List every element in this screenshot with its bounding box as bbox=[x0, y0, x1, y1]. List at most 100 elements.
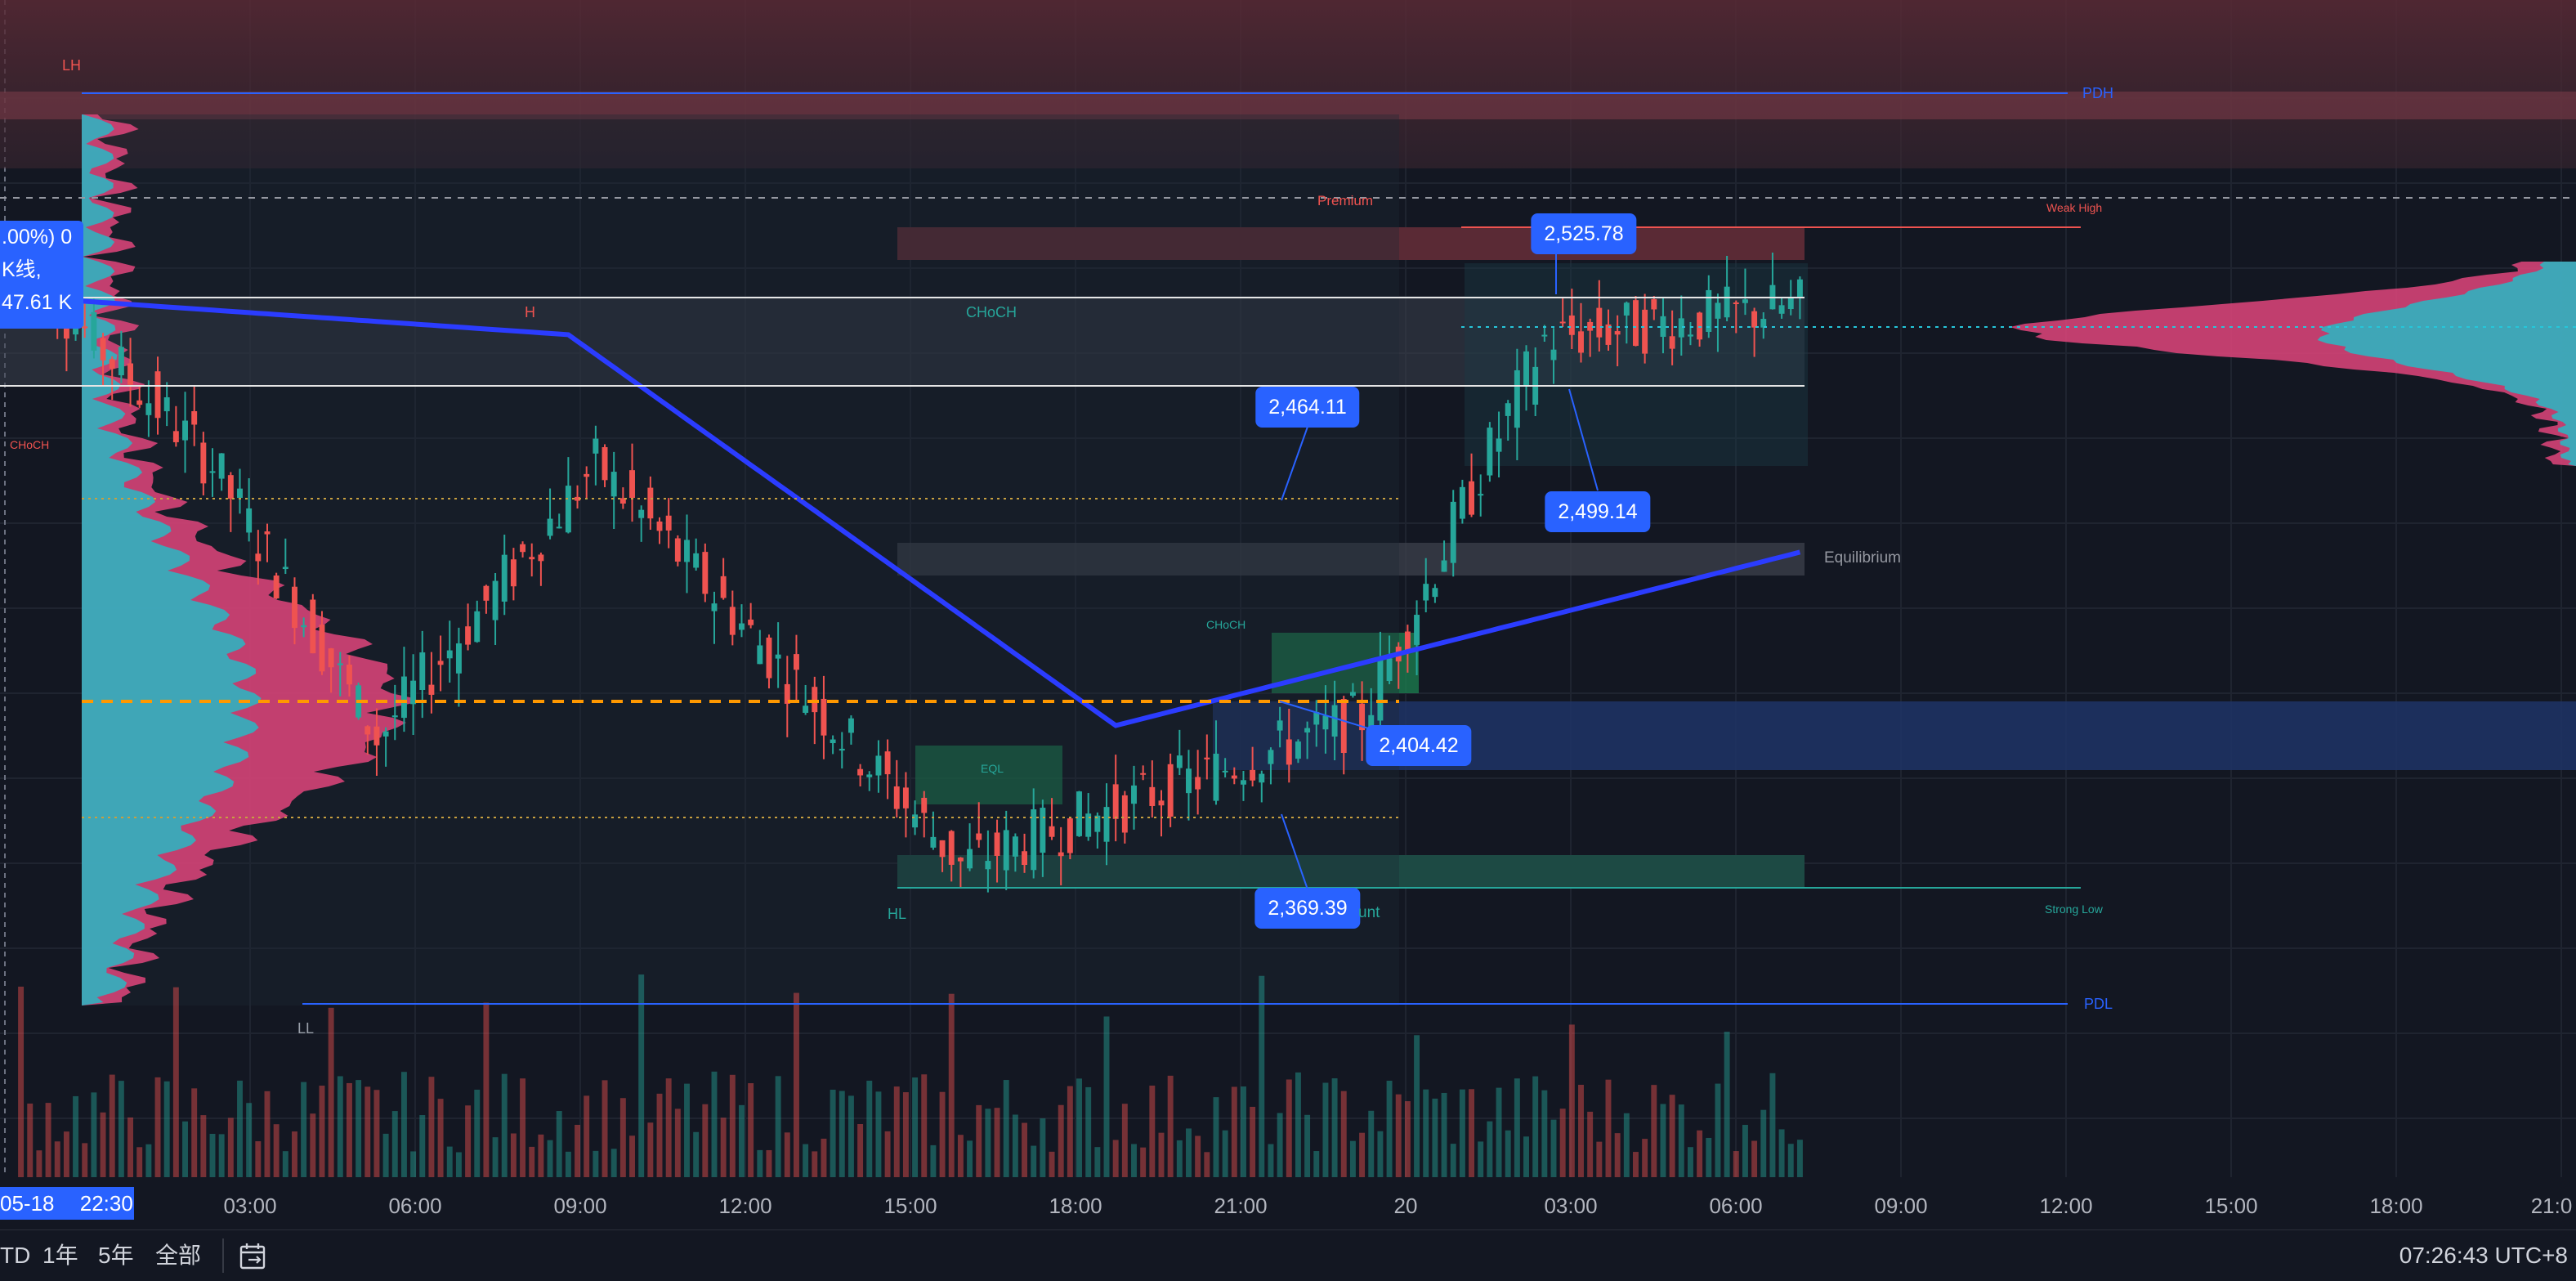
volume-bar bbox=[748, 1083, 754, 1177]
candle-body bbox=[246, 508, 253, 533]
volume-bar bbox=[1049, 1151, 1055, 1177]
choch-zone bbox=[0, 296, 1805, 386]
candle-body bbox=[902, 787, 909, 808]
utc-clock[interactable]: 07:26:43 UTC+8 bbox=[2399, 1243, 2568, 1268]
volume-bar bbox=[1532, 1076, 1539, 1177]
volume-bar bbox=[1523, 1136, 1529, 1177]
candle-body bbox=[538, 554, 544, 562]
time-tick: 03:00 bbox=[223, 1194, 277, 1218]
volume-bar bbox=[1340, 1091, 1347, 1177]
badge-date: 05-18 bbox=[0, 1191, 55, 1216]
volume-bar bbox=[1112, 1140, 1119, 1177]
range-ytd-button[interactable]: TD bbox=[0, 1243, 31, 1268]
label-premium: Premium bbox=[1317, 193, 1374, 208]
legend-change: .00%) 0 bbox=[2, 226, 73, 249]
equilibrium-zone bbox=[897, 543, 1805, 576]
volume-bar bbox=[565, 1151, 571, 1177]
label-equilibrium: Equilibrium bbox=[1824, 549, 1901, 567]
candle-body bbox=[1642, 309, 1648, 354]
candle-body bbox=[720, 576, 727, 598]
candle-body bbox=[1076, 791, 1082, 836]
time-tick: 12:00 bbox=[718, 1194, 772, 1218]
calendar-range-icon[interactable] bbox=[239, 1242, 270, 1271]
candle-body bbox=[1550, 349, 1557, 361]
range-1y-button[interactable]: 1年 bbox=[42, 1243, 78, 1268]
candle-body bbox=[1031, 809, 1037, 871]
price-callout-2464[interactable]: 2,464.11 bbox=[1255, 387, 1360, 428]
volume-bar bbox=[957, 1135, 964, 1177]
volume-bar bbox=[1633, 1152, 1639, 1177]
candle-body bbox=[1633, 300, 1639, 347]
volume-bar bbox=[1204, 1152, 1210, 1177]
range-all-button[interactable]: 全部 bbox=[155, 1243, 202, 1268]
volume-bar bbox=[63, 1131, 69, 1177]
label-hl: HL bbox=[888, 906, 907, 922]
volume-bar bbox=[1131, 1144, 1137, 1177]
candle-body bbox=[775, 654, 781, 659]
range-5y-button[interactable]: 5年 bbox=[98, 1243, 134, 1268]
candle-body bbox=[364, 726, 371, 735]
candle-body bbox=[1596, 307, 1603, 338]
volume-bar bbox=[1614, 1133, 1621, 1177]
candle-body bbox=[1678, 318, 1684, 338]
price-callout-weak-high[interactable]: 2,525.78 bbox=[1531, 213, 1637, 254]
volume-bar bbox=[1377, 1131, 1384, 1177]
price-callout-2369[interactable]: 2,369.39 bbox=[1254, 888, 1361, 929]
volume-bar bbox=[619, 1098, 626, 1177]
volume-bar bbox=[446, 1146, 453, 1177]
premium-zone-top bbox=[0, 0, 2576, 168]
candle-body bbox=[1112, 784, 1119, 819]
time-tick: 09:00 bbox=[1874, 1194, 1928, 1218]
volume-bar bbox=[492, 1137, 499, 1177]
volume-bar bbox=[1642, 1139, 1648, 1177]
price-chart[interactable] bbox=[0, 0, 2576, 1229]
volume-bar bbox=[711, 1071, 718, 1177]
symbol-legend[interactable]: .00%) 0 K线, 47.61 K bbox=[0, 221, 83, 329]
volume-bar bbox=[893, 1086, 900, 1177]
candle-body bbox=[520, 544, 526, 553]
volume-bar bbox=[1787, 1144, 1794, 1177]
volume-bar bbox=[1505, 1130, 1511, 1177]
candle-body bbox=[1423, 584, 1429, 601]
volume-bar bbox=[1687, 1147, 1693, 1177]
eql-box bbox=[915, 746, 1062, 804]
candle-body bbox=[1240, 780, 1246, 785]
candle-body bbox=[1259, 773, 1265, 783]
volume-bar bbox=[584, 1095, 590, 1177]
candle-body bbox=[729, 607, 736, 635]
volume-bar bbox=[930, 1144, 937, 1177]
candle-body bbox=[565, 486, 571, 533]
candle-body bbox=[1623, 302, 1630, 316]
volume-bar bbox=[1295, 1072, 1301, 1177]
volume-bar bbox=[227, 1118, 234, 1177]
volume-bar bbox=[602, 1080, 608, 1177]
volume-bar bbox=[1450, 1144, 1456, 1177]
volume-bar bbox=[1277, 1113, 1283, 1177]
volume-bar bbox=[866, 1080, 873, 1177]
candle-body bbox=[1340, 699, 1347, 754]
volume-bar bbox=[784, 1132, 790, 1177]
candle-body bbox=[1487, 428, 1493, 476]
candle-body bbox=[1003, 830, 1009, 871]
candle-body bbox=[337, 663, 343, 665]
candle-body bbox=[1022, 851, 1028, 866]
candle-body bbox=[1286, 739, 1292, 765]
price-callout-2404[interactable]: 2,404.42 bbox=[1366, 725, 1472, 766]
candle-body bbox=[1450, 501, 1456, 563]
time-tick: 09:00 bbox=[553, 1194, 607, 1218]
label-pdl: PDL bbox=[2084, 996, 2113, 1012]
volume-bar bbox=[91, 1092, 97, 1177]
volume-bar bbox=[246, 1103, 253, 1177]
volume-bar bbox=[465, 1105, 472, 1177]
volume-bar bbox=[437, 1099, 444, 1177]
chart-background bbox=[0, 0, 2576, 1229]
volume-bar bbox=[118, 1081, 124, 1177]
volume-bar bbox=[474, 1089, 481, 1177]
volume-bar bbox=[1176, 1140, 1183, 1177]
volume-bar bbox=[830, 1089, 836, 1177]
volume-bar bbox=[1331, 1078, 1338, 1177]
candle-body bbox=[1404, 631, 1411, 652]
price-callout-2499[interactable]: 2,499.14 bbox=[1545, 491, 1651, 532]
volume-bar bbox=[455, 1152, 462, 1177]
candle-body bbox=[939, 840, 946, 858]
